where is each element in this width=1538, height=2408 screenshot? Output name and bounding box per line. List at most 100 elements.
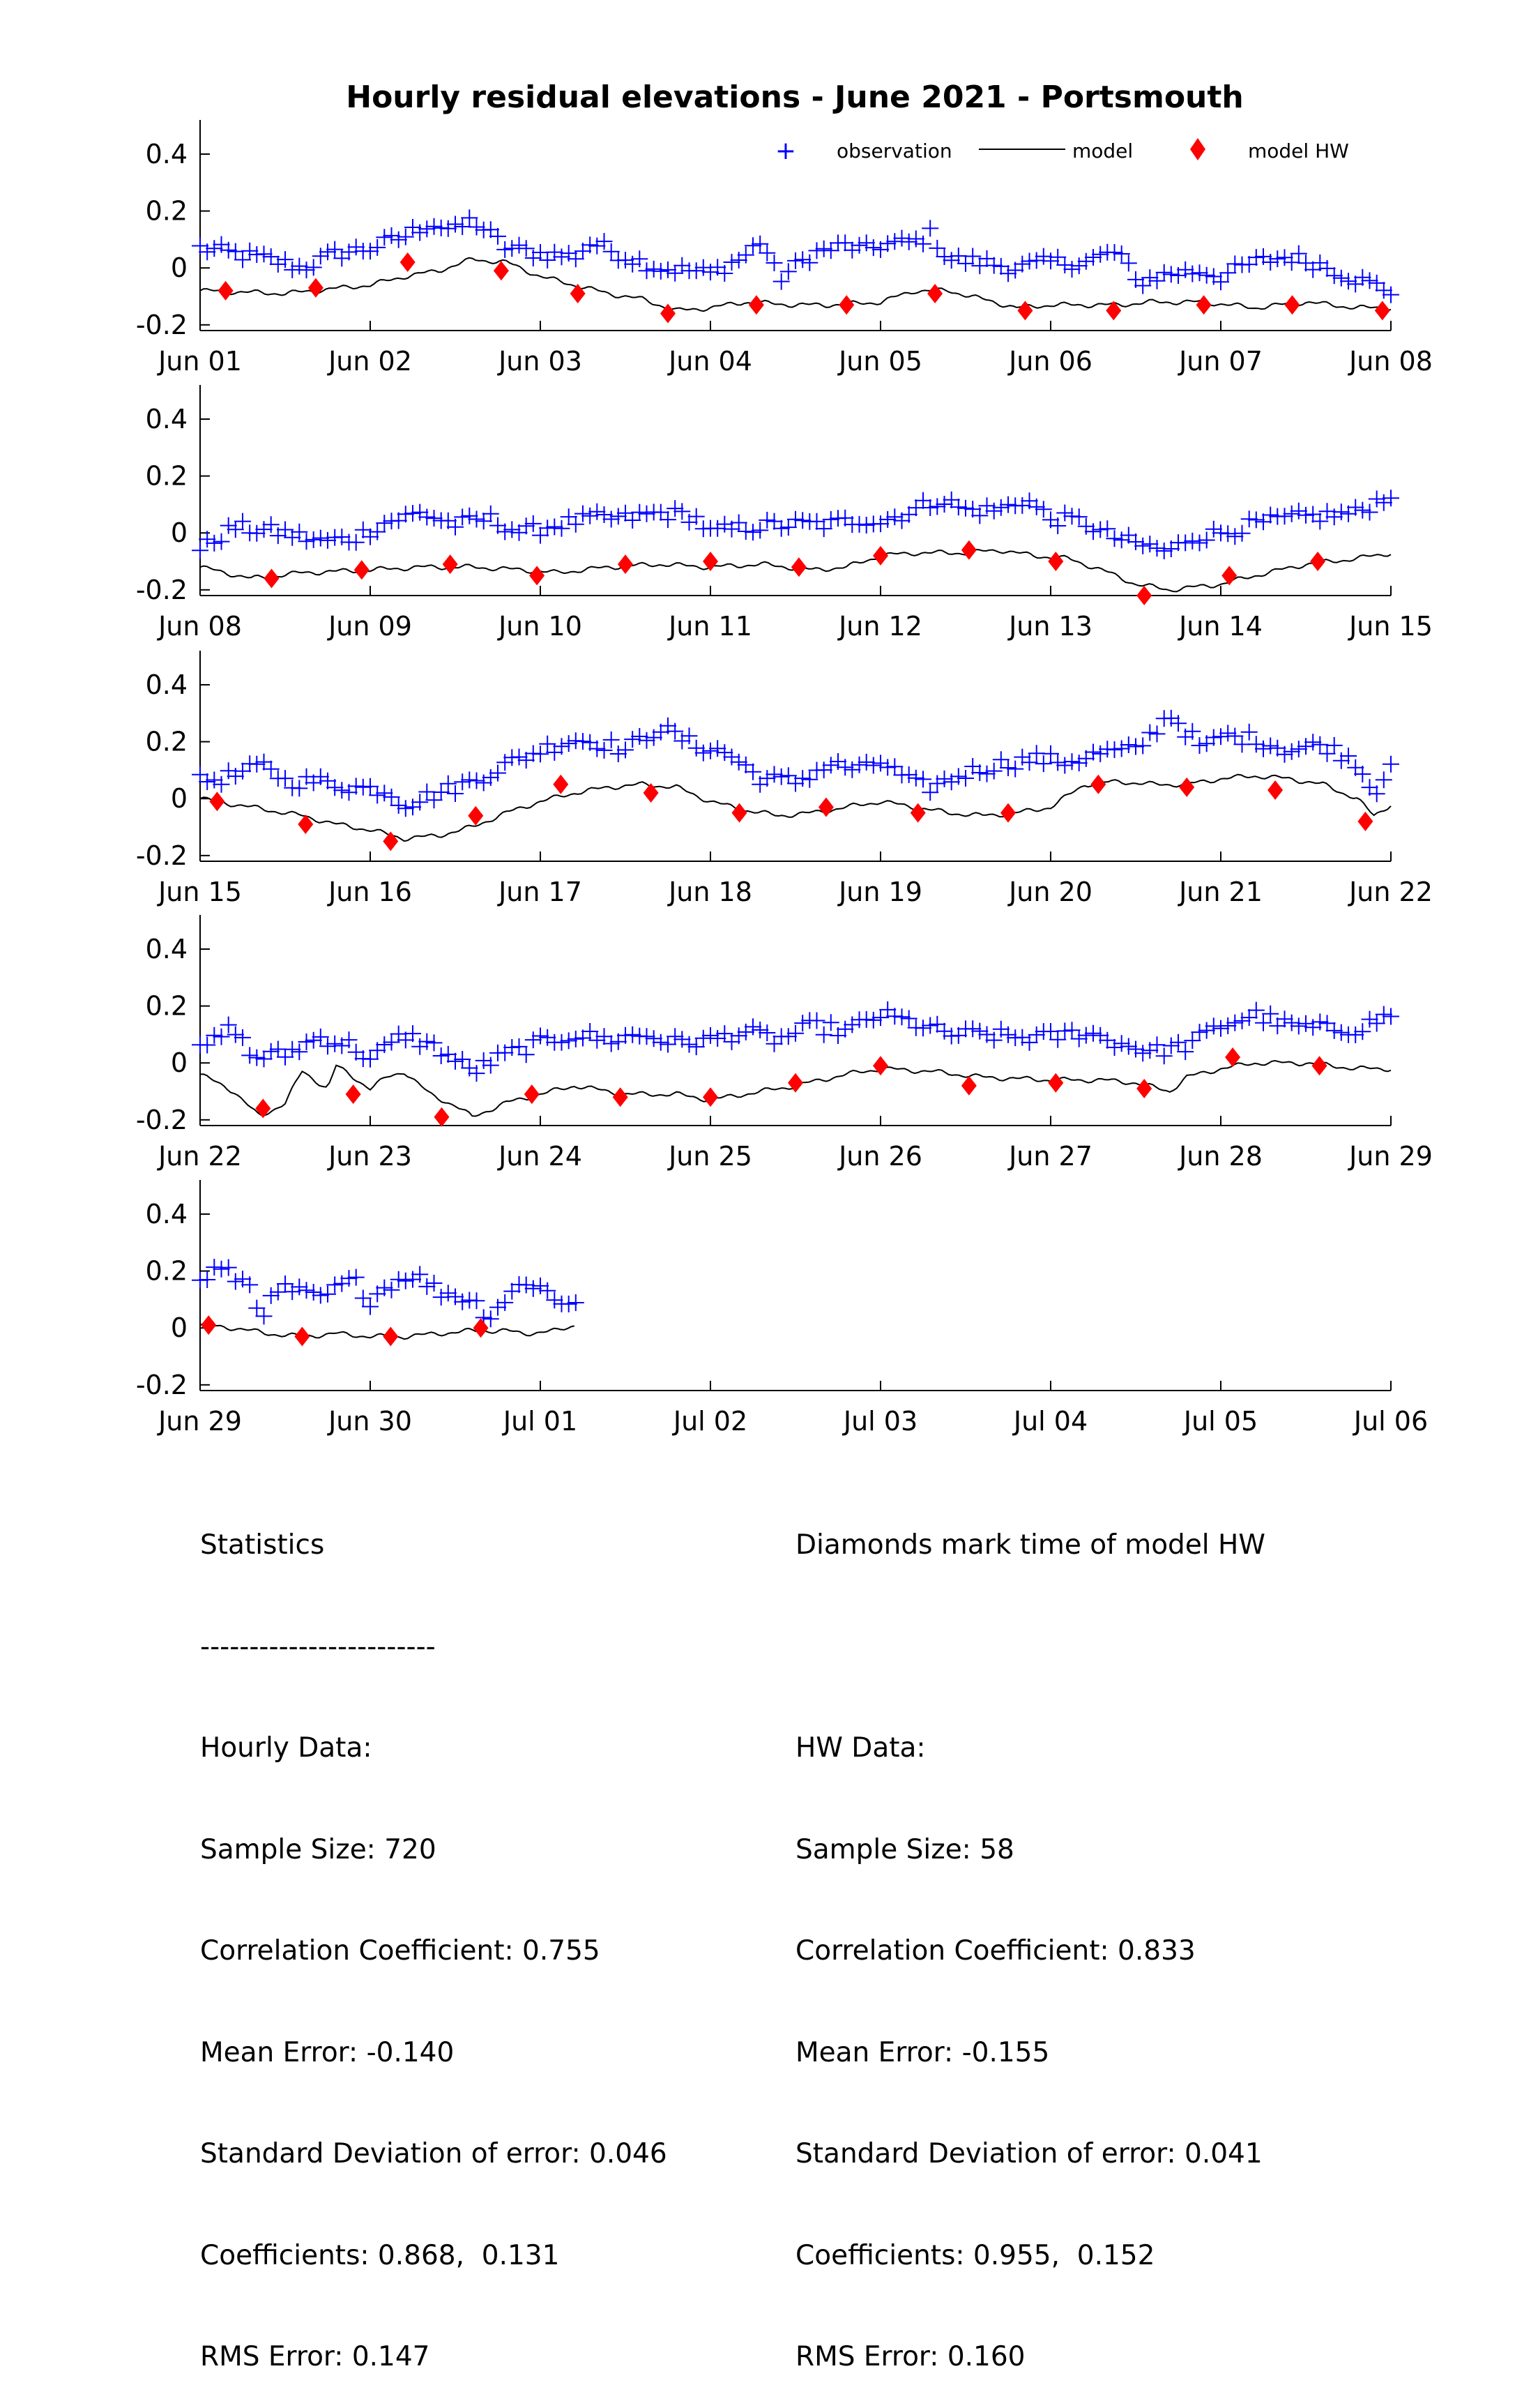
observation-point bbox=[660, 1036, 676, 1053]
x-tick-label: Jul 01 bbox=[502, 1406, 577, 1437]
observation-point bbox=[397, 1031, 414, 1049]
observation-point bbox=[858, 753, 875, 771]
observation-point bbox=[199, 531, 216, 548]
x-tick-label: Jun 08 bbox=[157, 611, 242, 642]
observation-point bbox=[362, 1050, 379, 1068]
observation-point bbox=[1063, 1022, 1081, 1039]
observation-point bbox=[588, 503, 606, 520]
observation-point bbox=[1063, 261, 1081, 278]
observation-point bbox=[907, 499, 924, 517]
observation-point bbox=[900, 766, 918, 783]
observation-point bbox=[1077, 750, 1095, 767]
observation-point bbox=[929, 775, 946, 792]
x-tick-label: Jul 04 bbox=[1012, 1406, 1088, 1437]
observation-point bbox=[532, 1027, 549, 1045]
observation-point bbox=[893, 229, 911, 247]
x-tick-label: Jun 12 bbox=[837, 611, 922, 642]
x-tick-label: Jul 06 bbox=[1353, 1406, 1428, 1437]
observation-point bbox=[439, 775, 457, 792]
hw-statistics: Diamonds mark time of model HW HW Data: … bbox=[795, 1461, 1265, 2408]
observation-point bbox=[517, 517, 535, 535]
model-hw-point bbox=[201, 1315, 217, 1335]
observation-point bbox=[971, 507, 989, 524]
model-hw-point bbox=[927, 283, 943, 303]
y-tick-label: 0.4 bbox=[146, 404, 188, 434]
observation-point bbox=[220, 517, 237, 534]
observation-point bbox=[404, 798, 421, 816]
observation-point bbox=[1290, 502, 1307, 520]
observation-point bbox=[886, 508, 904, 526]
observation-point bbox=[220, 1016, 237, 1033]
observation-point bbox=[915, 771, 931, 788]
observation-point bbox=[950, 499, 967, 516]
observation-point bbox=[1255, 740, 1272, 757]
observation-point bbox=[482, 768, 499, 786]
observation-point bbox=[390, 1271, 407, 1288]
observation-point bbox=[454, 1051, 471, 1068]
legend-model-label: model bbox=[1072, 139, 1133, 162]
observation-point bbox=[772, 768, 790, 785]
model-hw-point bbox=[1221, 566, 1238, 586]
observation-point bbox=[886, 233, 904, 250]
observation-point bbox=[1092, 521, 1109, 538]
observation-point bbox=[319, 772, 336, 789]
hourly-mean-error: Mean Error: -0.140 bbox=[200, 2036, 455, 2068]
observation-point bbox=[779, 1028, 797, 1045]
observation-point bbox=[199, 773, 216, 790]
observation-point bbox=[1318, 1015, 1336, 1032]
observation-point bbox=[284, 1040, 301, 1058]
observation-point bbox=[1113, 740, 1130, 757]
observation-point bbox=[687, 508, 705, 525]
observation-point bbox=[213, 1028, 230, 1045]
observation-point bbox=[262, 760, 280, 778]
y-tick-label: 0.2 bbox=[146, 991, 188, 1022]
observation-point bbox=[482, 1310, 499, 1328]
observation-point bbox=[1007, 760, 1024, 778]
observation-point bbox=[1120, 255, 1137, 272]
observation-point bbox=[680, 1036, 698, 1053]
observation-point bbox=[1375, 494, 1392, 511]
model-hw-point bbox=[524, 1084, 540, 1105]
observation-point bbox=[468, 772, 485, 789]
observation-point bbox=[1290, 245, 1307, 262]
observation-point bbox=[1070, 755, 1088, 772]
observation-point bbox=[1311, 1013, 1329, 1031]
observation-point bbox=[595, 741, 613, 759]
observation-point bbox=[1021, 1033, 1038, 1051]
observation-point bbox=[602, 1035, 620, 1052]
observation-point bbox=[503, 521, 521, 538]
observation-point bbox=[482, 1057, 499, 1074]
observation-point bbox=[766, 255, 783, 271]
observation-point bbox=[340, 1270, 358, 1287]
observation-point bbox=[617, 741, 634, 759]
model-hw-point bbox=[1136, 1078, 1152, 1098]
y-tick-label: 0.2 bbox=[146, 196, 188, 227]
observation-point bbox=[269, 1040, 287, 1058]
observation-point bbox=[1361, 272, 1378, 289]
observation-point bbox=[454, 1293, 471, 1310]
observation-point bbox=[844, 761, 861, 778]
observation-point bbox=[964, 501, 982, 518]
observation-point bbox=[667, 500, 684, 517]
observation-point bbox=[1205, 729, 1222, 746]
observation-point bbox=[801, 771, 819, 788]
observation-point bbox=[418, 1278, 436, 1295]
observation-point bbox=[532, 244, 549, 261]
observation-point bbox=[312, 768, 329, 785]
observation-point bbox=[1205, 520, 1222, 538]
model-hw-point bbox=[468, 805, 484, 826]
observation-point bbox=[248, 755, 266, 773]
observation-point bbox=[694, 259, 712, 276]
observation-point bbox=[539, 735, 556, 752]
observation-point bbox=[298, 533, 315, 550]
observation-point bbox=[957, 499, 974, 517]
observation-point bbox=[1184, 722, 1201, 740]
observation-point bbox=[425, 1034, 443, 1052]
model-hw-point bbox=[1048, 1073, 1064, 1093]
observation-point bbox=[439, 512, 457, 529]
observation-point bbox=[709, 740, 726, 757]
observation-point bbox=[468, 218, 485, 236]
observation-point bbox=[1042, 745, 1059, 762]
observation-point bbox=[305, 1031, 322, 1049]
model-hw-point bbox=[383, 1326, 399, 1347]
